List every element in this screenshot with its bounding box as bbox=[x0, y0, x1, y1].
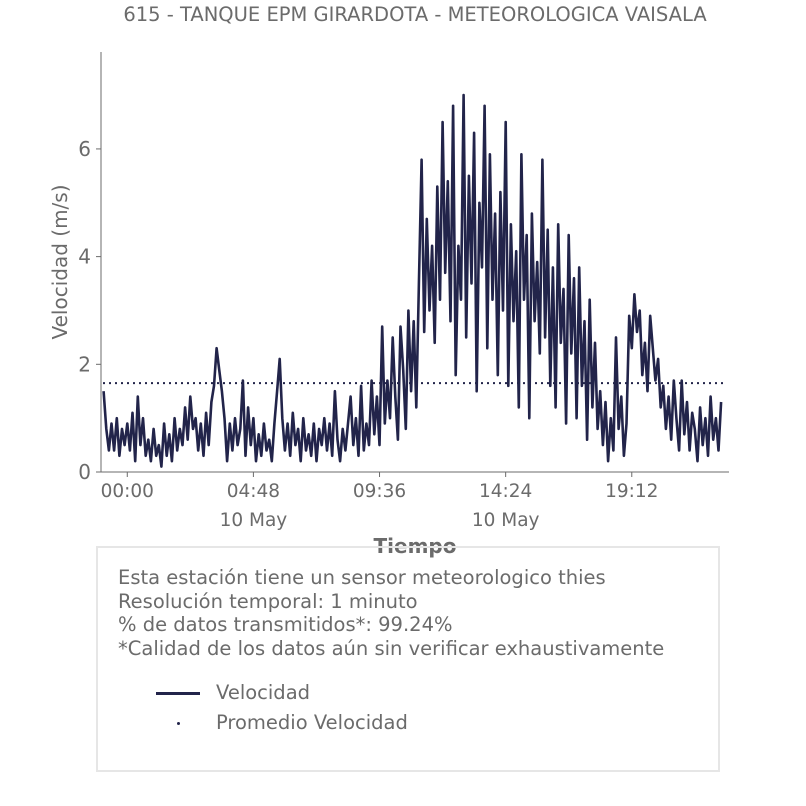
y-tick-label: 2 bbox=[78, 352, 91, 376]
velocity-chart: 615 - TANQUE EPM GIRARDOTA - METEOROLOGI… bbox=[48, 3, 729, 558]
note-line: Esta estación tiene un sensor meteorolog… bbox=[118, 566, 606, 589]
y-tick-label: 0 bbox=[78, 460, 91, 484]
velocidad-line bbox=[102, 93, 723, 468]
legend-promedio-label: Promedio Velocidad bbox=[216, 711, 408, 734]
info-legend-box: Esta estación tiene un sensor meteorolog… bbox=[96, 546, 720, 772]
chart-marks bbox=[102, 93, 727, 468]
x-tick-label: 04:48 bbox=[227, 481, 280, 502]
legend-velocidad-label: Velocidad bbox=[216, 681, 311, 704]
y-axis-label: Velocidad (m/s) bbox=[48, 184, 72, 339]
x-tick-label: 09:36 bbox=[353, 481, 406, 502]
y-tick-label: 6 bbox=[78, 137, 91, 161]
legend-promedio-swatch bbox=[177, 722, 180, 725]
note-line: *Calidad de los datos aún sin verificar … bbox=[118, 636, 665, 660]
note-line: % de datos transmitidos*: 99.24% bbox=[118, 613, 453, 636]
y-tick-label: 4 bbox=[78, 245, 91, 269]
chart-title: 615 - TANQUE EPM GIRARDOTA - METEOROLOGI… bbox=[123, 3, 707, 26]
x-tick-label: 14:24 bbox=[479, 481, 532, 502]
x-tick-date-label: 10 May bbox=[220, 510, 288, 531]
x-tick-label: 00:00 bbox=[101, 481, 154, 502]
station-notes: Esta estación tiene un sensor meteorolog… bbox=[118, 566, 664, 660]
note-line: Resolución temporal: 1 minuto bbox=[118, 589, 418, 613]
chart-axes: 0 2 4 6 00:00 04:48 10 May 09:36 14:24 10 May 19:1… bbox=[78, 52, 729, 531]
legend-velocidad-swatch bbox=[156, 692, 200, 695]
x-tick-label: 19:12 bbox=[605, 481, 658, 502]
x-tick-date-label: 10 May bbox=[472, 510, 540, 531]
